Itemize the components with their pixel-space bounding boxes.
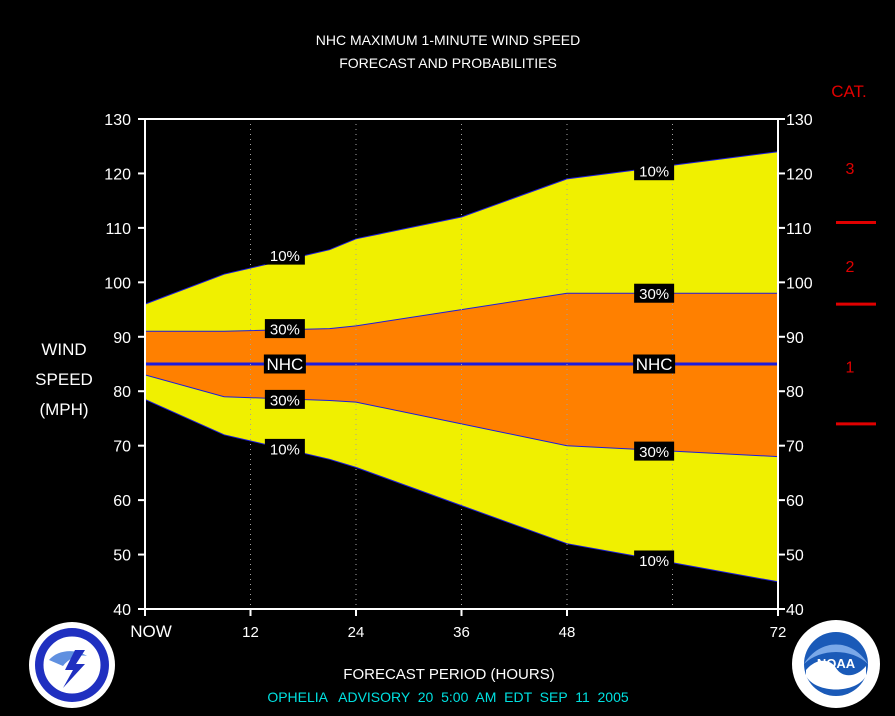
band-labels: 10% 30% NHC 30% 10% 10% 30% NHC 30% 10% [263,161,676,570]
probability-label: 30% [639,444,669,461]
x-tick-label: 72 [770,624,787,641]
y-axis-label-line-2: SPEED [35,370,93,389]
x-tick-label: 36 [453,624,470,641]
nhc-label: NHC [636,355,673,374]
y-tick-label-right: 50 [786,548,804,565]
y-tick-label-right: 130 [786,112,813,129]
y-tick-label-left: 40 [113,602,131,619]
category-label: 1 [846,360,855,377]
advisory-footer: OPHELIA ADVISORY 20 5:00 AM EDT SEP 11 2… [267,689,629,705]
category-label: 2 [846,259,855,276]
probability-label: 30% [639,286,669,303]
x-tick-label: 12 [242,624,259,641]
band-label-box [264,389,305,409]
nws-logo [29,622,115,708]
band-label-box [264,245,305,265]
band-label-box [634,283,675,303]
band-label-box [264,319,305,339]
y-tick-label-right: 60 [786,493,804,510]
chart-title-line-2: FORECAST AND PROBABILITIES [339,55,557,71]
probability-label: 10% [270,248,300,265]
noaa-logo-text: NOAA [817,656,856,671]
noaa-logo: NOAA [792,620,880,708]
y-tick-label-right: 90 [786,330,804,347]
probability-label: 30% [270,322,300,339]
probability-label: 10% [270,441,300,458]
y-axis-label-line-1: WIND [41,340,86,359]
y-tick-label-left: 60 [113,493,131,510]
chart-title-line-1: NHC MAXIMUM 1-MINUTE WIND SPEED [316,32,580,48]
x-axis-label: FORECAST PERIOD (HOURS) [343,666,554,683]
probability-label: 30% [270,392,300,409]
y-tick-label-left: 110 [105,221,131,238]
category-label: 3 [846,161,855,178]
probability-label: 10% [639,164,669,181]
y-tick-label-right: 100 [786,275,813,292]
y-tick-label-left: 100 [104,275,131,292]
y-tick-label-left: 50 [113,548,131,565]
y-axis-label-line-3: (MPH) [39,400,88,419]
y-tick-label-right: 120 [786,166,813,183]
y-tick-label-right: 40 [786,602,804,619]
y-tick-label-left: 70 [113,439,131,456]
probability-label: 10% [639,553,669,570]
band-label-box [263,354,306,374]
band-label-box [264,438,305,458]
nhc-label: NHC [266,355,303,374]
x-tick-label: 24 [348,624,365,641]
y-tick-label-left: 80 [113,384,131,401]
category-scale: CAT. 3 2 1 [831,82,876,426]
y-tick-label-left: 120 [104,166,131,183]
band-label-box [634,441,675,461]
x-tick-label: NOW [130,622,172,641]
band-label-box [634,161,675,181]
band-label-box [633,354,676,374]
y-tick-label-left: 130 [104,112,131,129]
x-tick-label: 48 [559,624,576,641]
probability-bands [144,151,779,583]
axes: 40 40 50 50 60 60 70 70 80 80 90 90 100 100 110 110 120 1… [104,112,813,641]
y-tick-label-right: 80 [786,384,804,401]
y-tick-label-right: 110 [786,221,812,238]
y-tick-label-right: 70 [786,439,804,456]
category-header: CAT. [831,82,867,101]
y-tick-label-left: 90 [113,330,131,347]
titles: NHC MAXIMUM 1-MINUTE WIND SPEED FORECAST … [35,32,629,705]
band-label-box [634,550,675,570]
